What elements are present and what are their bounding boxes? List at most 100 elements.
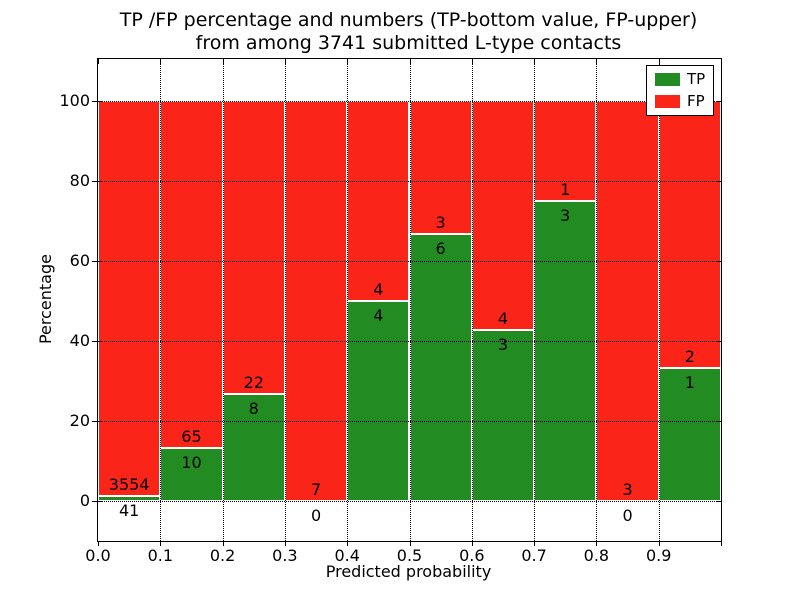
gridline-vertical [409,59,411,541]
x-tick [658,59,660,64]
bar-segment-fp [596,101,659,501]
x-tick [534,59,536,64]
y-tick [92,501,97,502]
legend-label-fp: FP [687,92,705,110]
chart-title-line1: TP /FP percentage and numbers (TP-bottom… [119,9,698,31]
bar-segment-tp [160,447,223,501]
x-tick-label: 0.1 [147,546,174,565]
y-tick [98,181,103,182]
tp-count-label: 8 [248,399,259,419]
x-tick [160,541,162,546]
y-tick-label: 40 [69,331,90,350]
fp-count-label: 3 [622,480,633,499]
tp-count-label: 4 [373,306,384,325]
tp-count-label: 0 [310,506,322,525]
tp-count-label: 0 [622,506,633,525]
x-tick [409,59,411,64]
bar-segment-fp [658,101,721,368]
tp-count-label: 3 [497,334,509,354]
fp-count-label: 4 [373,280,384,299]
x-tick-label: 0.8 [583,546,610,565]
x-tick [98,59,99,64]
y-tick [716,501,721,502]
x-tick [98,541,99,546]
gridline-vertical [658,59,660,541]
gridline-vertical [534,59,536,541]
x-tick [596,541,598,546]
x-tick-label: 0.5 [396,546,423,565]
tp-count-label: 41 [118,501,140,521]
fp-count-label: 7 [310,480,322,499]
fp-count-label: 1 [560,180,571,199]
tp-count-label: 1 [684,372,695,392]
y-tick [716,261,721,262]
y-tick [92,101,97,102]
y-tick [92,421,97,422]
x-tick-label: 0.0 [85,546,111,565]
bar-segment-fp [222,101,285,395]
gridline-vertical [471,59,473,541]
y-tick-label: 80 [69,171,90,190]
fp-count-label: 22 [243,373,264,393]
y-tick [98,101,103,102]
bar-segment-fp [160,101,223,448]
y-axis-label: Percentage [36,254,55,345]
y-tick [716,421,721,422]
x-tick [284,541,286,546]
y-tick-label: 100 [59,91,90,110]
tp-count-label: 10 [181,452,202,472]
x-axis-label: Predicted probability [325,562,492,581]
bar-segment-tp [98,496,161,501]
plot-area: 3554 41 65 10 22 8 7 0 4 4 3 6 4 3 1 3 3 0 2 1 0 20 40 60 80 100 0… [59,58,722,565]
x-tick [534,541,536,546]
y-tick [98,261,103,262]
fp-count-label: 65 [181,426,202,446]
y-tick [92,181,97,182]
x-tick [658,541,660,546]
chart-title-line2: from among 3741 submitted L-type contact… [195,32,622,54]
x-tick [222,59,224,64]
x-tick [222,541,224,546]
x-tick-label: 0.6 [459,546,485,565]
bar-segment-tp [347,301,410,501]
x-tick [160,59,162,64]
y-tick [92,261,97,262]
bar-segment-tp [534,201,597,501]
legend-label-tp: TP [687,70,706,88]
x-tick [471,59,473,64]
y-tick-label: 0 [79,491,90,510]
bar-segment-fp [347,101,410,301]
y-tick [98,421,103,422]
bar-segment-tp [409,234,472,501]
gridline-vertical [284,59,286,541]
y-tick [716,341,721,342]
bar-segment-fp [98,101,161,497]
x-tick [721,59,722,64]
gridline-vertical [347,59,349,541]
y-tick [716,101,721,102]
fp-count-label: 4 [497,308,509,328]
x-tick-label: 0.7 [521,546,547,565]
y-tick-label: 20 [69,411,90,430]
y-tick-label: 60 [69,251,90,270]
gridline-vertical [160,59,162,541]
legend-item-fp: FP [655,94,705,109]
x-tick [347,59,349,64]
tp-count-label: 3 [560,206,571,225]
legend-swatch-fp-icon [655,95,680,108]
fp-count-label: 3 [435,213,446,233]
y-tick [98,341,103,342]
x-tick [721,541,722,546]
legend-item-tp: TP [655,72,705,87]
bar-segment-fp [471,101,535,330]
x-tick-label: 0.2 [209,546,236,565]
gridline-vertical [596,59,598,541]
tp-count-label: 6 [435,239,446,259]
x-tick [596,59,598,64]
x-tick-label: 0.4 [334,546,360,565]
x-tick [347,541,349,546]
x-tick-label: 0.3 [272,546,298,565]
fp-count-label: 3554 [108,475,150,495]
y-tick [716,181,721,182]
